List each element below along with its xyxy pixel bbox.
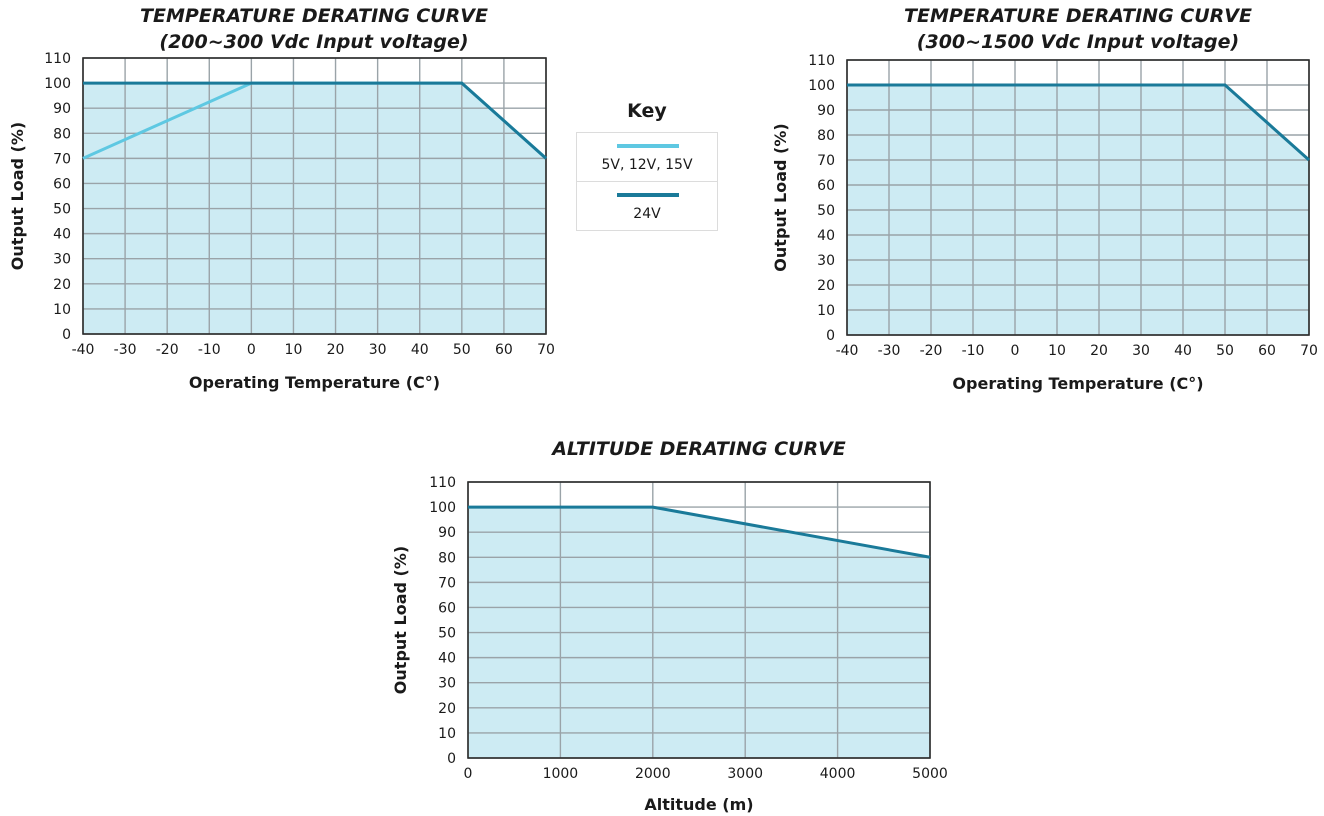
x-tick-label: 70 <box>537 342 555 358</box>
series-line-24v <box>847 83 1310 162</box>
y-tick-label: 110 <box>44 51 71 67</box>
key-item-24v: 24V <box>577 181 717 230</box>
y-tick-label: 90 <box>53 101 71 117</box>
chart-subtitle: (300~1500 Vdc Input voltage) <box>917 31 1239 53</box>
x-tick-label: -30 <box>878 343 901 359</box>
y-tick-label: 60 <box>53 176 71 192</box>
x-tick-label: 0 <box>247 342 256 358</box>
x-tick-label: 20 <box>1090 343 1108 359</box>
x-tick-label: 40 <box>1174 343 1192 359</box>
chart-key: Key 5V, 12V, 15V 24V <box>576 100 718 231</box>
key-swatch-dark <box>617 193 679 197</box>
y-tick-label: 10 <box>438 726 456 742</box>
y-tick-label: 70 <box>438 575 456 591</box>
chart-2: -40 -30 -20 -10 0 10 20 30 40 50 60 70 0 10 20 30 40 50 60… <box>771 5 1318 393</box>
key-title: Key <box>627 100 667 122</box>
plot-frame <box>467 481 931 759</box>
chart-subtitle: (200~300 Vdc Input voltage) <box>159 31 468 53</box>
y-tick-label: 50 <box>53 202 71 218</box>
key-swatch-light <box>617 144 679 148</box>
y-tick-label: 40 <box>817 228 835 244</box>
x-tick-label: 50 <box>453 342 471 358</box>
y-axis-label: Output Load (%) <box>8 122 27 270</box>
x-tick-label: 2000 <box>635 766 671 782</box>
key-label: 5V, 12V, 15V <box>601 157 693 173</box>
x-tick-label: 30 <box>369 342 387 358</box>
x-axis-label: Altitude (m) <box>644 795 753 814</box>
x-tick-label: 10 <box>1048 343 1066 359</box>
chart-1: -40 -30 -20 -10 0 10 20 30 40 50 60 70 0 10 20 30 40 50 60… <box>8 5 555 392</box>
y-axis-label: Output Load (%) <box>771 123 790 271</box>
x-tick-label: 30 <box>1132 343 1150 359</box>
series-line-24v <box>468 505 931 559</box>
y-tick-label: 80 <box>817 128 835 144</box>
x-tick-label: 60 <box>1258 343 1276 359</box>
y-tick-label: 10 <box>817 303 835 319</box>
y-tick-label: 50 <box>817 203 835 219</box>
y-tick-label: 60 <box>817 178 835 194</box>
x-tick-label: 1000 <box>543 766 579 782</box>
y-tick-label: 0 <box>826 328 835 344</box>
x-tick-label: 20 <box>327 342 345 358</box>
x-tick-label: 0 <box>1011 343 1020 359</box>
chart-title: TEMPERATURE DERATING CURVE <box>904 5 1252 27</box>
x-tick-label: 5000 <box>912 766 948 782</box>
y-tick-label: 80 <box>438 550 456 566</box>
y-tick-label: 100 <box>44 76 71 92</box>
series-line-24v <box>83 81 547 160</box>
y-tick-label: 0 <box>447 751 456 767</box>
y-tick-label: 60 <box>438 600 456 616</box>
x-tick-label: 10 <box>285 342 303 358</box>
y-axis-label: Output Load (%) <box>391 546 410 694</box>
x-tick-label: -10 <box>962 343 985 359</box>
chart-title: TEMPERATURE DERATING CURVE <box>140 5 488 27</box>
plot-frame <box>82 57 547 335</box>
x-tick-label: 40 <box>411 342 429 358</box>
y-tick-label: 30 <box>817 253 835 269</box>
key-label: 24V <box>633 206 661 222</box>
y-tick-label: 80 <box>53 126 71 142</box>
y-tick-label: 70 <box>817 153 835 169</box>
y-tick-label: 30 <box>438 676 456 692</box>
y-tick-label: 40 <box>53 227 71 243</box>
key-item-5v-12v-15v: 5V, 12V, 15V <box>577 133 717 181</box>
y-tick-label: 90 <box>438 525 456 541</box>
y-tick-label: 110 <box>429 475 456 491</box>
y-tick-label: 40 <box>438 651 456 667</box>
y-tick-label: 50 <box>438 626 456 642</box>
y-tick-label: 70 <box>53 151 71 167</box>
y-tick-label: 20 <box>438 701 456 717</box>
x-tick-label: 4000 <box>820 766 856 782</box>
x-tick-label: -40 <box>72 342 95 358</box>
x-axis-label: Operating Temperature (C°) <box>952 374 1203 393</box>
x-tick-label: -40 <box>836 343 859 359</box>
y-tick-label: 0 <box>62 327 71 343</box>
x-tick-label: 60 <box>495 342 513 358</box>
x-tick-label: 70 <box>1300 343 1318 359</box>
x-tick-label: -30 <box>114 342 137 358</box>
x-axis-label: Operating Temperature (C°) <box>189 373 440 392</box>
key-box: 5V, 12V, 15V 24V <box>576 132 718 231</box>
y-tick-label: 100 <box>808 78 835 94</box>
y-tick-label: 30 <box>53 252 71 268</box>
x-tick-label: -20 <box>156 342 179 358</box>
y-tick-label: 100 <box>429 500 456 516</box>
y-tick-label: 20 <box>817 278 835 294</box>
x-tick-label: 50 <box>1216 343 1234 359</box>
x-tick-label: -10 <box>198 342 221 358</box>
y-tick-label: 20 <box>53 277 71 293</box>
chart-3: 0 1000 2000 3000 4000 5000 0 10 20 30 40 50 60 70 80 90… <box>391 438 948 814</box>
x-tick-label: 0 <box>464 766 473 782</box>
y-tick-label: 90 <box>817 103 835 119</box>
plot-frame <box>846 59 1310 336</box>
y-tick-label: 110 <box>808 53 835 69</box>
y-tick-label: 10 <box>53 302 71 318</box>
chart-title: ALTITUDE DERATING CURVE <box>550 438 846 460</box>
x-tick-label: -20 <box>920 343 943 359</box>
x-tick-label: 3000 <box>727 766 763 782</box>
